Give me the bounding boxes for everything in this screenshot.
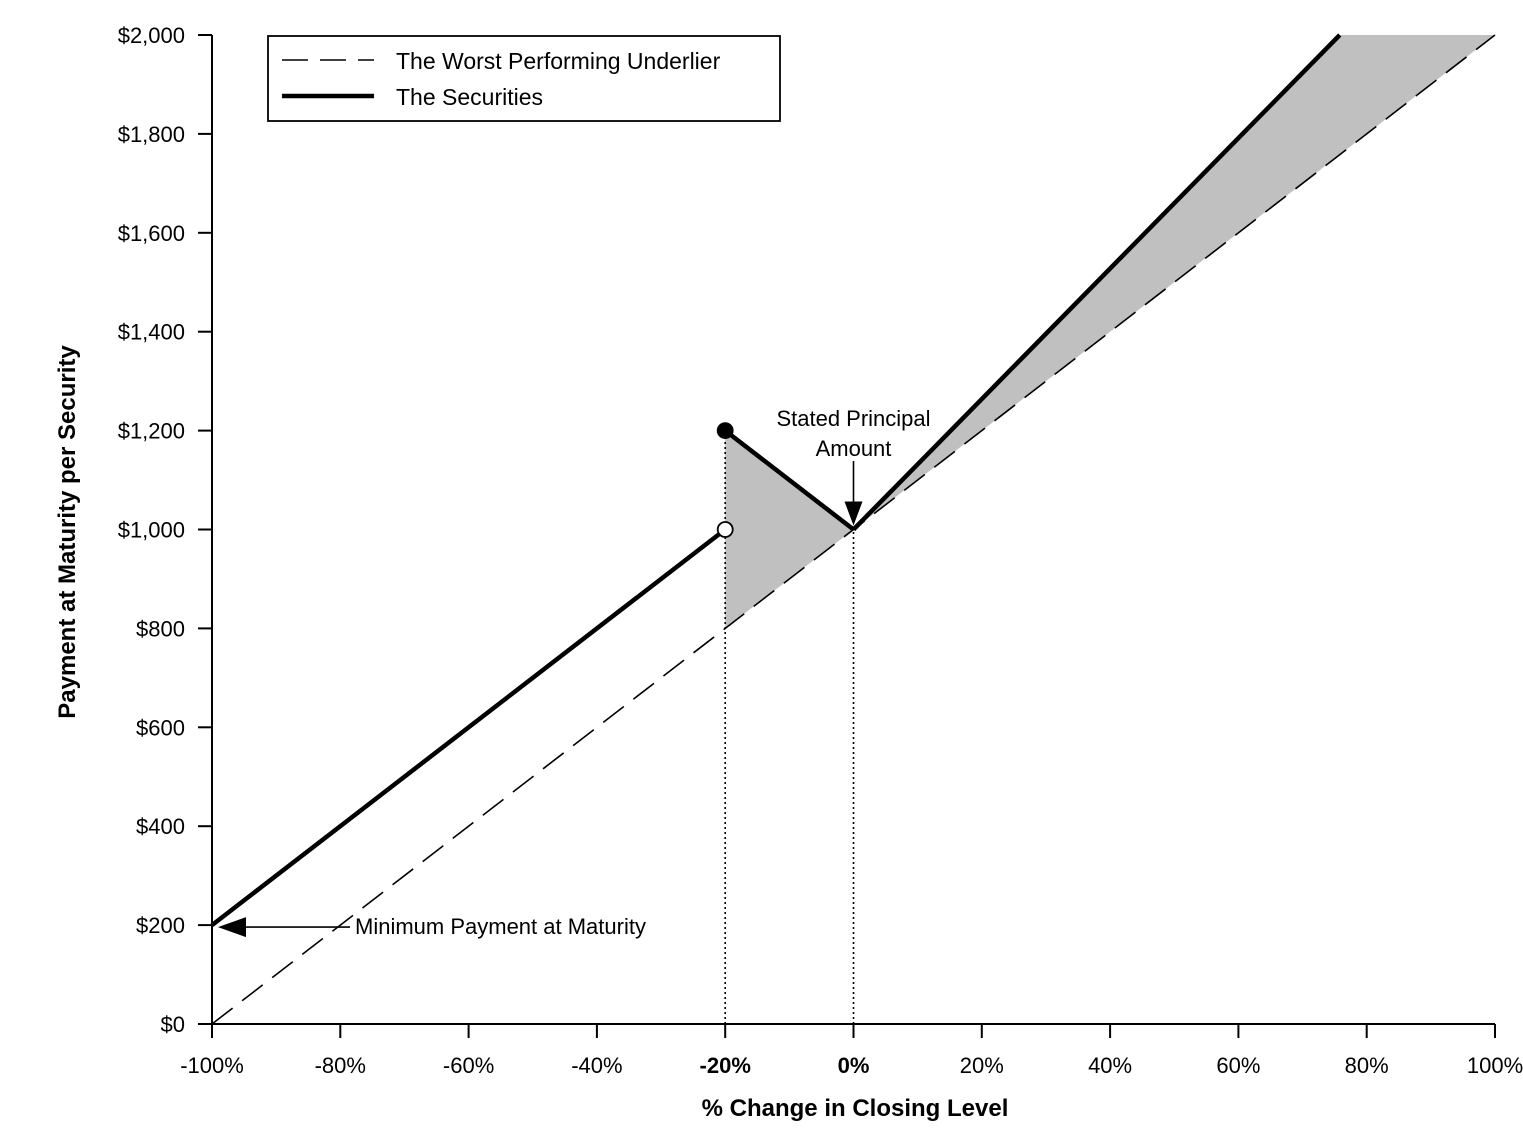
- y-axis-title: Payment at Maturity per Security: [54, 345, 81, 719]
- y-tick-label: $2,000: [118, 23, 185, 48]
- legend: The Worst Performing Underlier The Securi…: [267, 35, 781, 122]
- y-tick-label: $1,000: [118, 518, 185, 543]
- markers: [716, 422, 734, 538]
- x-axis-title: % Change in Closing Level: [702, 1095, 1009, 1122]
- x-tick-label: 60%: [1216, 1053, 1260, 1078]
- y-tick-label: $1,600: [118, 221, 185, 246]
- annotation-stated-principal-line-1: Amount: [816, 436, 892, 461]
- axes: $0 $200 $400 $600 $800 $1,000 $1,200 $1,400 $1,6…: [118, 23, 1523, 1078]
- marker-open: [716, 521, 734, 538]
- x-tick-label: -20%: [700, 1053, 751, 1078]
- x-tick-label: 40%: [1088, 1053, 1132, 1078]
- y-tick-label: $400: [136, 814, 185, 839]
- legend-box: [267, 35, 781, 122]
- reference-lines: [724, 430, 855, 1024]
- annotation-stated-principal-line-0: Stated Principal: [776, 406, 930, 431]
- x-tick-label: -40%: [571, 1053, 622, 1078]
- y-tick-label: $600: [136, 715, 185, 740]
- legend-label: The Securities: [396, 84, 543, 110]
- annotation-minimum-payment-text: Minimum Payment at Maturity: [355, 914, 646, 939]
- x-tick-label: 100%: [1467, 1053, 1523, 1078]
- x-tick-label: -60%: [443, 1053, 494, 1078]
- x-tick-label: -80%: [315, 1053, 366, 1078]
- shaded-regions: [725, 35, 1495, 629]
- y-tick-label: $200: [136, 913, 185, 938]
- y-tick-label: $0: [161, 1012, 185, 1037]
- y-tick-label: $1,800: [118, 122, 185, 147]
- x-tick-label: 0%: [838, 1053, 870, 1078]
- annotation-stated-principal-arrowhead: [844, 501, 863, 526]
- marker-filled: [716, 422, 734, 440]
- series-securities-segment-1: [723, 428, 855, 532]
- y-tick-label: $800: [136, 616, 185, 641]
- series-securities-segment-0: [210, 527, 727, 927]
- shaded-region-0: [725, 430, 854, 629]
- x-tick-label: -100%: [180, 1053, 244, 1078]
- y-tick-label: $1,200: [118, 419, 185, 444]
- annotations: Stated Principal Amount Minimum Payment at…: [218, 406, 931, 939]
- y-tick-label: $1,400: [118, 320, 185, 345]
- legend-label: The Worst Performing Underlier: [396, 48, 721, 74]
- series-lines: [210, 33, 1496, 1025]
- x-tick-label: 80%: [1345, 1053, 1389, 1078]
- series-securities-segment-2: [851, 33, 1342, 532]
- annotation-minimum-payment-arrowhead: [218, 917, 246, 938]
- x-tick-label: 20%: [960, 1053, 1004, 1078]
